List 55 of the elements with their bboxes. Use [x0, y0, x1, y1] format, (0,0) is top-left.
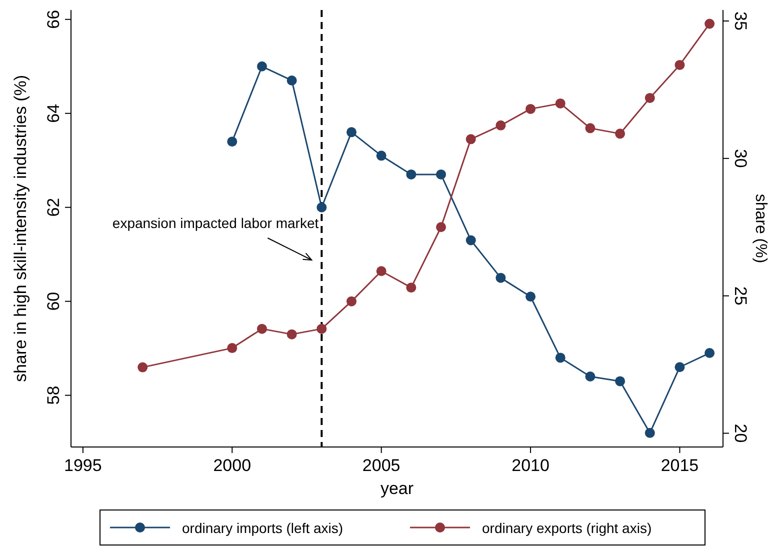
x-tick-label: 2000 — [213, 456, 252, 475]
y2-tick-label: 20 — [731, 424, 750, 443]
x-tick-label: 2010 — [512, 456, 550, 475]
annotation: expansion impacted labor market — [112, 215, 319, 231]
point — [615, 128, 626, 139]
legend-label: ordinary imports (left axis) — [182, 520, 344, 536]
x-tick-label: 2005 — [362, 456, 400, 475]
point — [466, 134, 476, 144]
point — [316, 324, 327, 334]
point — [496, 120, 506, 130]
point — [585, 372, 596, 382]
point — [466, 235, 476, 246]
y-tick-label: 58 — [44, 386, 63, 405]
point — [555, 98, 566, 108]
point — [376, 266, 386, 276]
legend-label: ordinary exports (right axis) — [482, 520, 652, 536]
point — [436, 222, 446, 232]
y2-tick-label: 25 — [731, 286, 750, 306]
point — [256, 61, 267, 72]
point — [256, 324, 267, 334]
y-tick-label: 64 — [44, 104, 63, 123]
y-tick-label: 66 — [44, 10, 63, 29]
x-tick-label: 2015 — [660, 456, 699, 475]
y2-axis-title: share (%) — [752, 194, 769, 264]
x-tick-label: 1995 — [64, 456, 102, 475]
point — [704, 18, 715, 29]
point — [346, 296, 356, 306]
point — [526, 292, 536, 302]
point — [406, 169, 416, 180]
point — [286, 75, 297, 86]
point — [227, 136, 238, 147]
point — [496, 272, 506, 283]
point — [674, 60, 685, 70]
y2-tick-label: 35 — [731, 12, 750, 30]
y-tick-label: 60 — [44, 292, 63, 311]
point — [406, 282, 416, 293]
y-tick-label: 62 — [44, 198, 63, 217]
point — [615, 376, 626, 386]
point — [644, 92, 655, 103]
point — [555, 352, 566, 363]
x-axis-title: year — [380, 479, 414, 498]
point — [286, 329, 297, 340]
point — [138, 362, 148, 372]
y-axis-title: share in high skill-intensity industries (%) — [11, 74, 30, 382]
point — [704, 348, 715, 358]
point — [585, 123, 596, 134]
point — [436, 169, 446, 180]
point — [674, 362, 685, 372]
point — [644, 428, 655, 438]
point — [526, 104, 536, 114]
point — [316, 202, 327, 212]
point — [346, 127, 356, 138]
point — [376, 150, 386, 161]
point — [227, 343, 238, 354]
y2-tick-label: 30 — [731, 148, 750, 168]
